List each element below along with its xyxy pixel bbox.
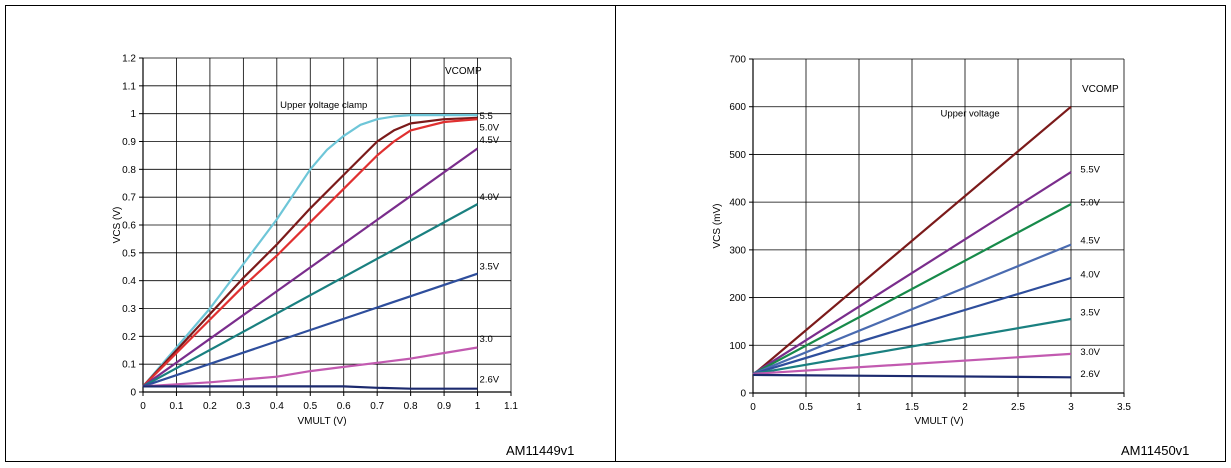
figure-id-left: AM11449v1: [506, 443, 575, 458]
y-tick-label: 500: [729, 150, 746, 161]
y-tick-label: 0.6: [122, 221, 136, 232]
series-line-3: [142, 147, 479, 388]
series-label-2: 5.0V: [480, 122, 500, 133]
y-axis-title: VCS (V): [112, 207, 123, 244]
series-line-1: [142, 116, 478, 388]
x-tick-label: 0.4: [270, 401, 284, 412]
series-label-7: 2.6V: [480, 374, 500, 385]
x-tick-label: 0: [750, 402, 756, 413]
y-tick-label: 100: [729, 341, 746, 352]
series-label-0: Upper voltage clamp: [280, 100, 367, 111]
series-label-6: 3.0: [480, 334, 493, 345]
series-line-7: [143, 385, 478, 390]
series-label-3: 4.5V: [1080, 236, 1100, 247]
y-tick-label: 1: [130, 109, 136, 120]
series-label-7: 2.6V: [1080, 369, 1100, 380]
x-axis-title: VMULT (V): [297, 416, 346, 427]
chart-right: 0 0.5 1 1.5 2 2.5 3 3.5 0 100 200 300 400 500 600 700 VM…: [712, 55, 1131, 428]
series-line-0: [142, 113, 478, 388]
series-line-5: [752, 317, 1072, 375]
x-tick-label: 0.7: [370, 401, 384, 412]
x-tick-label: 0.9: [437, 401, 451, 412]
y-tick-label: 700: [729, 55, 746, 66]
series-label-6: 3.0V: [1080, 347, 1100, 358]
y-tick-label: 0.2: [122, 332, 136, 343]
series-label-1: 5.5: [480, 111, 493, 122]
figure-id-right: AM11450v1: [1121, 443, 1190, 458]
series-line-2: [142, 118, 478, 388]
x-tick-label: 2.5: [1011, 402, 1025, 413]
vcomp-annotation: VCOMP: [1082, 84, 1119, 95]
y-tick-label: 1.2: [122, 54, 136, 65]
x-tick-label: 0.5: [303, 401, 317, 412]
series-line-1: [752, 171, 1072, 375]
series-label-2: 5.0V: [1080, 197, 1100, 208]
series-line-6: [752, 352, 1072, 375]
x-tick-label: 0.1: [170, 401, 184, 412]
x-tick-label: 1: [856, 402, 862, 413]
series-line-3: [752, 243, 1072, 375]
x-tick-label: 3.5: [1117, 402, 1131, 413]
series-line-7: [752, 373, 1072, 379]
series-line-6: [142, 346, 478, 388]
y-tick-label: 1.1: [122, 81, 136, 92]
y-tick-label: 0: [130, 388, 136, 399]
x-tick-label: 0.3: [236, 401, 250, 412]
y-tick-label: 0.8: [122, 165, 136, 176]
series-line-4: [142, 203, 479, 388]
y-tick-label: 0.3: [122, 304, 136, 315]
x-tick-label: 1: [475, 401, 481, 412]
series-line-0: [752, 105, 1072, 376]
y-tick-label: 600: [729, 102, 746, 113]
y-tick-label: 200: [729, 293, 746, 304]
x-tick-label: 0.6: [337, 401, 351, 412]
series-line-5: [142, 272, 478, 388]
y-tick-label: 0.7: [122, 193, 136, 204]
y-tick-label: 0.5: [122, 248, 136, 259]
x-tick-label: 0.8: [404, 401, 418, 412]
series-label-4: 4.0V: [480, 192, 500, 203]
series-line-4: [752, 276, 1072, 375]
x-tick-label: 0.5: [799, 402, 813, 413]
vcomp-annotation: VCOMP: [445, 66, 482, 77]
y-tick-label: 0: [740, 389, 746, 400]
x-tick-label: 1.1: [504, 401, 518, 412]
x-tick-label: 3: [1068, 402, 1074, 413]
series-label-0: Upper voltage: [941, 108, 1000, 119]
y-tick-label: 400: [729, 198, 746, 209]
panel-divider: [615, 5, 616, 462]
y-tick-label: 300: [729, 245, 746, 256]
y-tick-label: 0.4: [122, 276, 136, 287]
x-axis-title: VMULT (V): [914, 416, 963, 427]
series-label-1: 5.5V: [1080, 165, 1100, 176]
series-label-5: 3.5V: [1080, 308, 1100, 319]
series-label-5: 3.5V: [480, 262, 500, 273]
y-tick-label: 0.9: [122, 137, 136, 148]
series-line-2: [752, 203, 1072, 375]
x-tick-label: 0: [140, 401, 146, 412]
series-label-4: 4.0V: [1080, 270, 1100, 281]
y-tick-label: 0.1: [122, 360, 136, 371]
chart-left: 0 0.1 0.2 0.3 0.4 0.5 0.6 0.7 0.8 0.9 1 1.1 0 0.1 0.2 0…: [112, 54, 518, 428]
y-axis-title: VCS (mV): [712, 204, 723, 249]
series-label-3: 4.5V: [480, 135, 500, 146]
x-tick-label: 1.5: [905, 402, 919, 413]
x-tick-label: 0.2: [203, 401, 217, 412]
x-tick-label: 2: [962, 402, 968, 413]
